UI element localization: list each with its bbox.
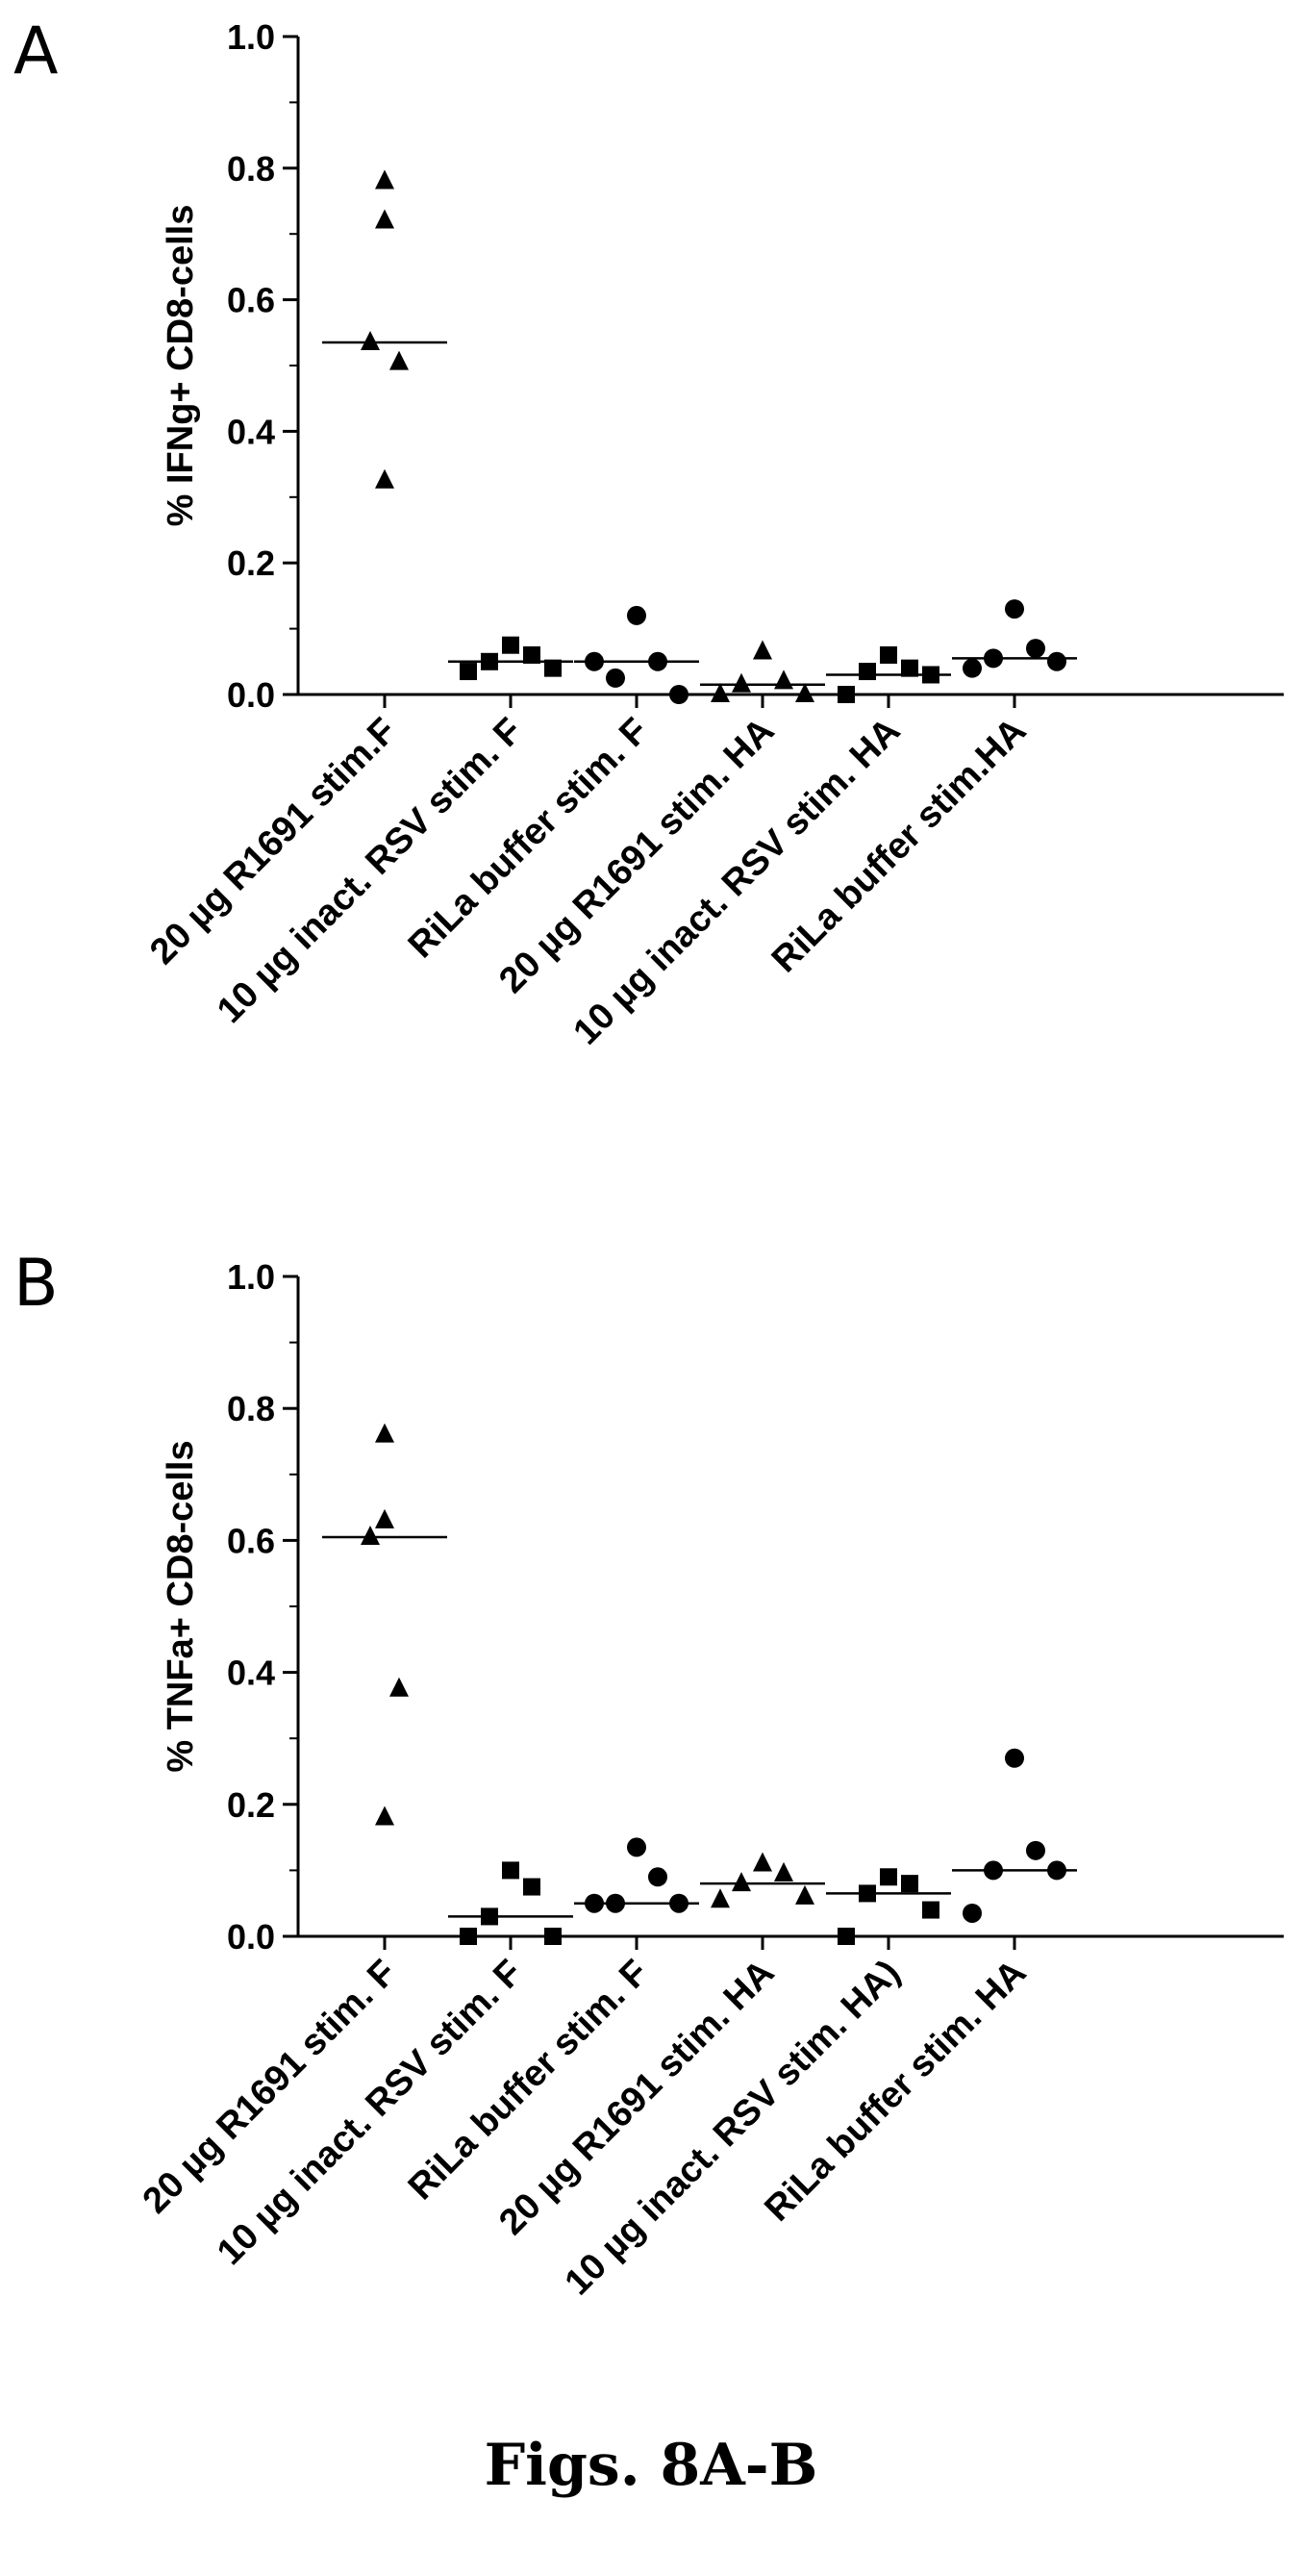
panel-a-data-point-square [460,663,477,681]
panel-a-data-point-circle [1005,599,1024,619]
panel-b-data-point-square [880,1868,897,1886]
panel-a-data-point-circle [585,651,604,671]
panel-a-category-label: RiLa buffer stim.HA [764,711,1035,981]
panel-b-data-point-triangle [732,1872,751,1892]
panel-b-data-point-triangle [774,1861,793,1881]
panel-a-letter: A [13,13,59,89]
panel-b-data-point-square [838,1928,855,1945]
panel-a-data-point-circle [984,648,1003,669]
panel-a-data-point-square [901,659,918,677]
panel-a-data-point-square [481,652,498,670]
panel-b-y-tick-label: 0.8 [227,1389,275,1428]
panel-a-data-point-triangle [795,683,814,702]
panel-b-category-label: RiLa buffer stim. HA [757,1953,1034,2230]
panel-a-y-tick-label: 1.0 [227,17,275,57]
panel-b-data-point-triangle [375,1508,394,1528]
panel-b-data-point-square [481,1907,498,1926]
panel-b-y-tick-label: 0.6 [227,1521,275,1560]
panel-b-data-point-triangle [375,1806,394,1826]
panel-b-data-point-circle [1047,1860,1066,1881]
panel-a-data-point-square [523,645,540,664]
panel-a-y-tick-label: 0.8 [227,149,275,189]
panel-a-data-point-triangle [753,640,772,660]
panel-a-data-point-square [880,645,897,664]
panel-a-data-point-square [922,666,939,684]
panel-a-data-point-circle [648,651,667,671]
panel-a-data-point-square [859,663,876,681]
panel-a-data-point-triangle [375,169,394,189]
panel-a-data-point-square [502,636,519,654]
panel-a-data-point-triangle [711,683,730,702]
panel-b-y-tick-label: 0.0 [227,1917,275,1957]
panel-a-data-point-triangle [361,331,380,351]
panel-a-data-point-triangle [389,350,409,370]
panel-b-category-label: 20 µg R1691 stim. F [136,1953,405,2222]
panel-b-data-point-circle [627,1837,646,1857]
panel-b-data-point-square [502,1861,519,1880]
panel-b-data-point-square [859,1884,876,1903]
panel-b-category-label: RiLa buffer stim. F [401,1953,657,2209]
panel-b-data-point-circle [606,1893,625,1913]
panel-b-y-tick-label: 1.0 [227,1257,275,1297]
panel-b-letter: B [13,1246,59,1322]
panel-a-y-tick-label: 0.4 [227,412,275,451]
panel-b-data-point-triangle [375,1423,394,1443]
panel-b-data-point-circle [1026,1840,1045,1860]
panel-b-data-point-triangle [361,1525,380,1545]
panel-a-data-point-circle [606,668,625,688]
panel-b-y-tick-label: 0.2 [227,1785,275,1825]
panel-b-data-point-triangle [389,1677,409,1697]
figure-caption: Figs. 8A-B [484,2432,818,2499]
panel-b-y-tick-label: 0.4 [227,1654,275,1693]
panel-a-data-point-circle [669,685,689,704]
panel-b-data-point-square [523,1878,540,1896]
panel-a-category-label: RiLa buffer stim. F [401,711,657,967]
panel-a-y-tick-label: 0.0 [227,675,275,715]
panel-b-data-point-square [460,1928,477,1945]
panel-a-data-point-circle [627,605,646,625]
panel-a-data-point-square [838,686,855,703]
panel-b-data-point-circle [648,1867,667,1887]
panel-b-y-axis-title: % TNFa+ CD8-cells [161,1440,201,1772]
panel-a-y-axis-title: % IFNg+ CD8-cells [161,205,201,527]
panel-a-data-point-triangle [732,672,751,693]
panel-a-data-point-circle [1047,651,1066,671]
panel-b-data-point-triangle [711,1888,730,1908]
panel-a-y-tick-label: 0.6 [227,281,275,320]
panel-a-y-tick-label: 0.2 [227,543,275,583]
panel-b-data-point-square [922,1901,939,1919]
panel-b-data-point-square [544,1928,562,1945]
panel-a-data-point-square [544,659,562,677]
panel-b-data-point-triangle [753,1852,772,1872]
figure-charts: 0.0 0.2 0.4 0.6 0.8 1.0 % IFNg+ CD8-cells 20 µg… [136,17,1284,2303]
panel-a-data-point-circle [963,658,982,678]
panel-b-data-point-circle [669,1893,689,1913]
panel-a-data-point-triangle [375,209,394,229]
panel-a-category-label: 20 µg R1691 stim.F [142,711,404,972]
panel-b-data-point-square [901,1875,918,1893]
panel-b-data-point-circle [984,1860,1003,1881]
panel-b-data-point-triangle [795,1884,814,1905]
panel-b-data-point-circle [963,1903,982,1923]
panel-a-data-point-triangle [774,669,793,690]
panel-a-data-point-circle [1026,639,1045,659]
panel-a-data-point-triangle [375,468,394,489]
panel-b-data-point-circle [1005,1748,1024,1768]
panel-b-data-point-circle [585,1893,604,1913]
